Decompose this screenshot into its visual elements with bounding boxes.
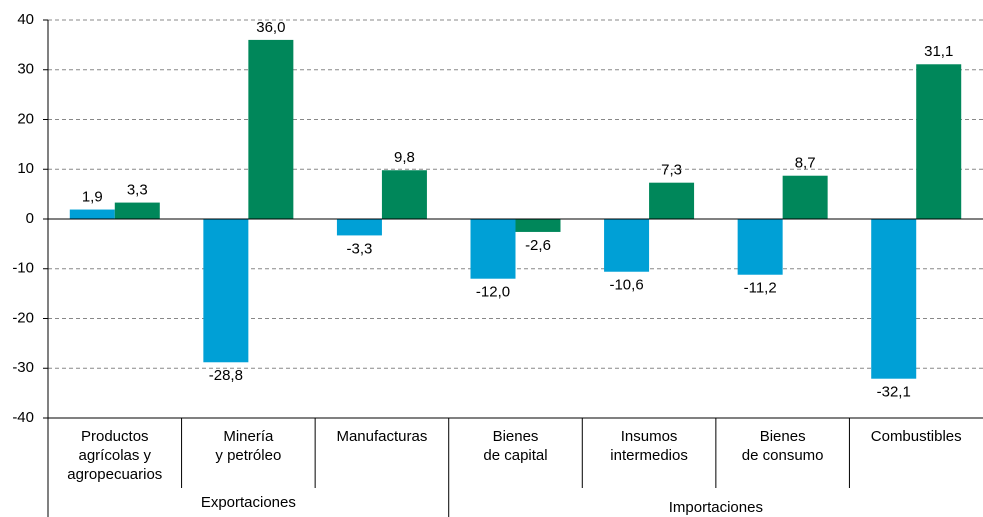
data-label: -11,2: [744, 280, 777, 297]
data-label: 31,1: [924, 43, 953, 60]
x-tick-label: Combustibles: [871, 428, 962, 445]
bar: [203, 219, 249, 363]
data-label: -2,6: [525, 237, 551, 254]
bar: [248, 39, 294, 220]
data-label: 9,8: [394, 149, 415, 166]
y-tick-label: -10: [12, 260, 34, 277]
data-label: -28,8: [209, 367, 243, 384]
y-tick-label: -40: [12, 409, 34, 426]
group-label: Exportaciones: [201, 494, 296, 511]
bar: [871, 219, 917, 379]
data-label: -12,0: [476, 284, 510, 301]
bar: [737, 219, 783, 275]
x-tick-label: de capital: [483, 447, 547, 464]
x-tick-label: intermedios: [610, 447, 688, 464]
bar: [916, 64, 962, 219]
bar: [114, 202, 160, 219]
x-tick-label: agropecuarios: [67, 466, 162, 483]
x-tick-label: Bienes: [760, 428, 806, 445]
bar: [381, 170, 427, 219]
x-tick-label: y petróleo: [215, 447, 281, 464]
y-tick-label: -20: [12, 309, 34, 326]
x-tick-label: Minería: [223, 428, 274, 445]
y-tick-label: -30: [12, 359, 34, 376]
data-label: 3,3: [127, 182, 148, 199]
bar: [69, 209, 115, 219]
data-label: -10,6: [609, 277, 643, 294]
bar: [336, 219, 382, 236]
group-label: Importaciones: [669, 499, 763, 516]
x-tick-label: de consumo: [742, 447, 824, 464]
x-tick-label: Manufacturas: [336, 428, 427, 445]
data-label: 36,0: [256, 19, 285, 36]
data-label: -32,1: [877, 384, 911, 401]
y-tick-label: 0: [26, 210, 34, 227]
bar: [604, 219, 650, 272]
y-tick-label: 10: [17, 160, 34, 177]
x-tick-label: Insumos: [621, 428, 678, 445]
bar: [515, 219, 561, 232]
bar: [470, 219, 516, 279]
data-label: 1,9: [82, 189, 103, 206]
x-tick-label: agrícolas y: [79, 447, 152, 464]
data-label: 7,3: [661, 162, 682, 179]
data-label: 8,7: [795, 155, 816, 172]
x-tick-label: Bienes: [493, 428, 539, 445]
y-tick-label: 40: [17, 11, 34, 28]
data-label: -3,3: [346, 240, 372, 257]
x-tick-label: Productos: [81, 428, 149, 445]
bar: [649, 182, 695, 219]
bar: [782, 175, 828, 219]
y-tick-label: 20: [17, 110, 34, 127]
y-tick-label: 30: [17, 61, 34, 78]
